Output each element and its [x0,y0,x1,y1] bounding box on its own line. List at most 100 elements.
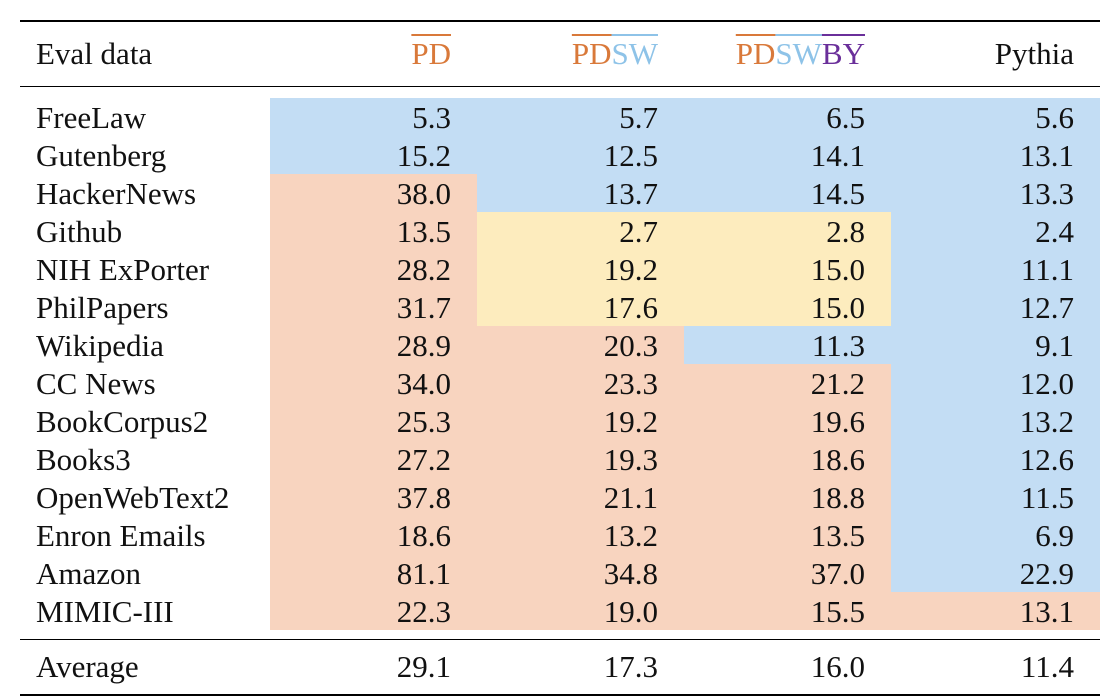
perplexity-table: Eval data PD PDSW PDSWBY Pythia FreeLaw 5… [20,20,1100,696]
perplexity-cell: 19.6 [684,402,891,440]
perplexity-cell: 15.0 [684,250,891,288]
perplexity-cell: 81.1 [270,554,477,592]
perplexity-cell: 12.5 [477,136,684,174]
perplexity-cell: 22.3 [270,592,477,630]
perplexity-cell: 11.1 [891,250,1100,288]
perplexity-cell: 15.5 [684,592,891,630]
perplexity-cell: 2.8 [684,212,891,250]
perplexity-cell: 21.2 [684,364,891,402]
table-row: CC News 34.0 23.3 21.2 12.0 [20,364,1100,402]
eval-dataset-name: PhilPapers [20,288,270,326]
perplexity-cell: 13.5 [684,516,891,554]
column-header-segment: PD [571,36,612,71]
perplexity-cell: 2.7 [477,212,684,250]
perplexity-cell: 13.2 [477,516,684,554]
perplexity-cell: 6.5 [684,98,891,136]
perplexity-cell: 15.2 [270,136,477,174]
table-body: FreeLaw 5.3 5.7 6.5 5.6 Gutenberg 15.2 12.5 14.1… [20,98,1100,630]
perplexity-cell: 28.2 [270,250,477,288]
perplexity-cell: 11.3 [684,326,891,364]
column-header-pdswby: PDSWBY [684,21,891,87]
column-header-segment: BY [821,36,865,71]
perplexity-cell: 25.3 [270,402,477,440]
table-row: OpenWebText2 37.8 21.1 18.8 11.5 [20,478,1100,516]
perplexity-cell: 28.9 [270,326,477,364]
perplexity-cell: 14.1 [684,136,891,174]
table-row: FreeLaw 5.3 5.7 6.5 5.6 [20,98,1100,136]
table-row: Amazon 81.1 34.8 37.0 22.9 [20,554,1100,592]
perplexity-cell: 17.6 [477,288,684,326]
eval-dataset-name: Amazon [20,554,270,592]
perplexity-cell: 13.3 [891,174,1100,212]
perplexity-cell: 9.1 [891,326,1100,364]
perplexity-cell: 22.9 [891,554,1100,592]
perplexity-cell: 14.5 [684,174,891,212]
perplexity-cell: 13.2 [891,402,1100,440]
perplexity-cell: 18.8 [684,478,891,516]
perplexity-cell: 15.0 [684,288,891,326]
table-row: Gutenberg 15.2 12.5 14.1 13.1 [20,136,1100,174]
table-row: BookCorpus2 25.3 19.2 19.6 13.2 [20,402,1100,440]
table-row: Enron Emails 18.6 13.2 13.5 6.9 [20,516,1100,554]
perplexity-cell: 5.7 [477,98,684,136]
perplexity-cell: 19.2 [477,402,684,440]
perplexity-cell: 23.3 [477,364,684,402]
table-row: Github 13.5 2.7 2.8 2.4 [20,212,1100,250]
table-row: MIMIC-III 22.3 19.0 15.5 13.1 [20,592,1100,630]
eval-dataset-name: Wikipedia [20,326,270,364]
eval-dataset-name: OpenWebText2 [20,478,270,516]
perplexity-cell: 19.3 [477,440,684,478]
perplexity-cell: 18.6 [684,440,891,478]
perplexity-cell: 12.0 [891,364,1100,402]
table-row: NIH ExPorter 28.2 19.2 15.0 11.1 [20,250,1100,288]
column-header-segment: SW [611,36,659,71]
eval-dataset-name: MIMIC-III [20,592,270,630]
perplexity-cell: 19.2 [477,250,684,288]
perplexity-cell: 34.8 [477,554,684,592]
column-header-segment: Pythia [994,36,1074,71]
perplexity-cell: 12.7 [891,288,1100,326]
eval-dataset-name: HackerNews [20,174,270,212]
perplexity-cell: 12.6 [891,440,1100,478]
column-header-segment: PD [411,36,451,71]
perplexity-cell: 5.6 [891,98,1100,136]
perplexity-cell: 37.8 [270,478,477,516]
perplexity-cell: 34.0 [270,364,477,402]
perplexity-cell: 6.9 [891,516,1100,554]
perplexity-cell: 20.3 [477,326,684,364]
perplexity-cell: 13.1 [891,136,1100,174]
column-header-pdsw: PDSW [477,21,684,87]
column-header-pd: PD [270,21,477,87]
average-label: Average [20,639,270,696]
perplexity-cell: 5.3 [270,98,477,136]
perplexity-cell: 13.1 [891,592,1100,630]
perplexity-cell: 13.7 [477,174,684,212]
perplexity-cell: 2.4 [891,212,1100,250]
perplexity-cell: 11.5 [891,478,1100,516]
table-row: Wikipedia 28.9 20.3 11.3 9.1 [20,326,1100,364]
perplexity-cell: 27.2 [270,440,477,478]
eval-dataset-name: Enron Emails [20,516,270,554]
eval-dataset-name: BookCorpus2 [20,402,270,440]
table-row: Books3 27.2 19.3 18.6 12.6 [20,440,1100,478]
column-header-pythia: Pythia [891,21,1100,87]
average-value: 11.4 [891,639,1100,696]
perplexity-cell: 38.0 [270,174,477,212]
perplexity-cell: 37.0 [684,554,891,592]
average-value: 29.1 [270,639,477,696]
perplexity-cell: 19.0 [477,592,684,630]
column-header-segment: PD [735,36,776,71]
eval-dataset-name: CC News [20,364,270,402]
eval-dataset-name: FreeLaw [20,98,270,136]
column-header-segment: SW [775,36,822,71]
eval-dataset-name: Gutenberg [20,136,270,174]
perplexity-cell: 13.5 [270,212,477,250]
table-header-row: Eval data PD PDSW PDSWBY Pythia [20,21,1100,87]
perplexity-cell: 18.6 [270,516,477,554]
perplexity-cell: 31.7 [270,288,477,326]
perplexity-cell: 21.1 [477,478,684,516]
average-row: Average 29.1 17.3 16.0 11.4 [20,639,1100,696]
eval-dataset-name: Books3 [20,440,270,478]
eval-data-header: Eval data [36,36,153,71]
